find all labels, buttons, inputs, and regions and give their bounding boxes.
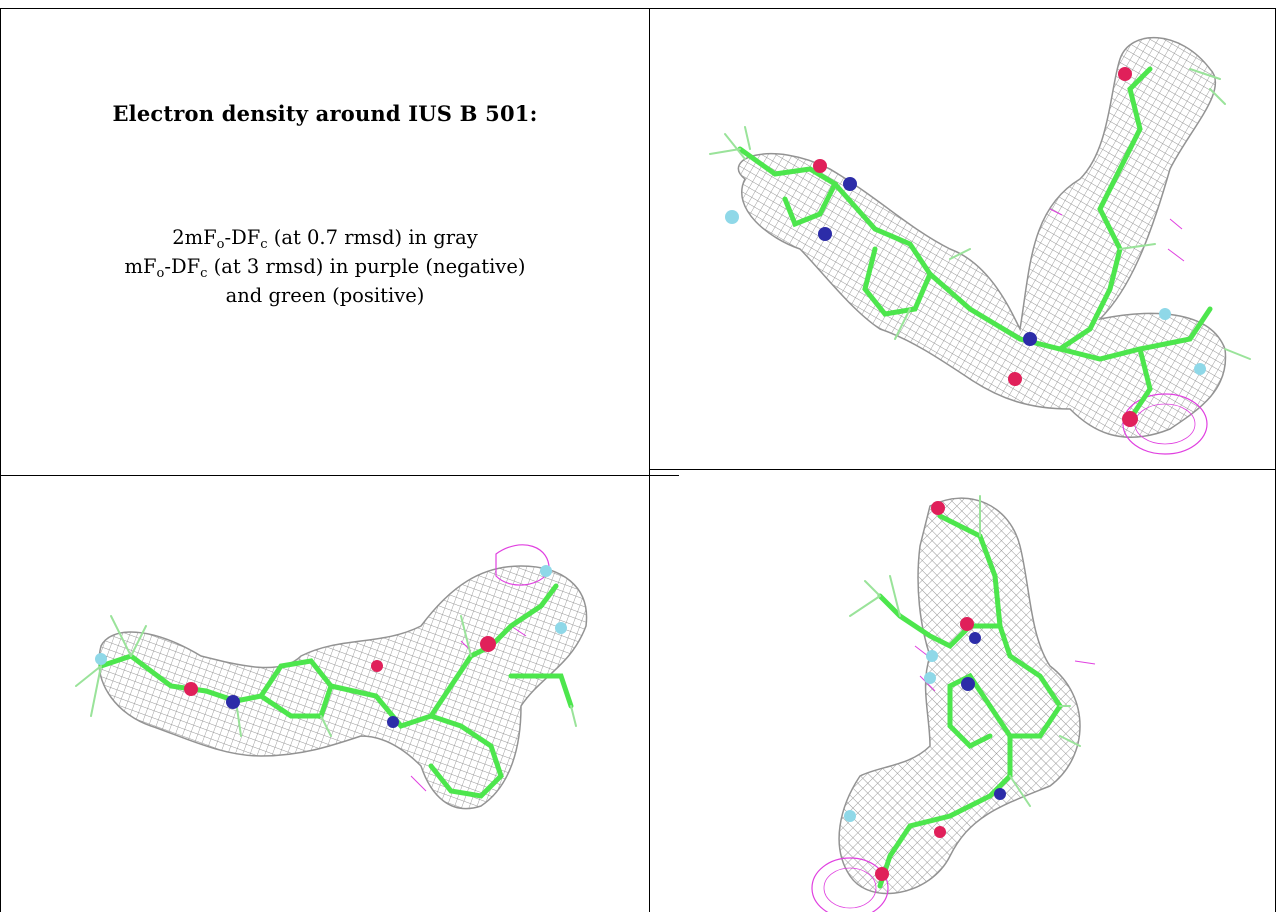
atoms	[844, 501, 1006, 881]
caption-line-mfo: mFo-DFc (at 3 rmsd) in purple (negative)	[124, 255, 526, 281]
table-divider-horizontal-right	[649, 469, 1276, 470]
caption-line-2mfo: 2mFo-DFc (at 0.7 rmsd) in gray	[172, 226, 478, 252]
ligand-bonds	[737, 66, 1213, 422]
atoms	[95, 565, 567, 728]
ligand-hydrogens	[709, 68, 1251, 360]
density-view-top-right	[650, 9, 1275, 469]
ligand-hydrogens	[849, 495, 1081, 807]
negative-density-blob	[811, 645, 1096, 912]
density-view-bottom-right	[650, 476, 1275, 912]
molecule-render	[75, 544, 588, 810]
negative-density-blob	[1049, 208, 1208, 455]
ligand-hydrogens	[75, 615, 577, 737]
table-border-top	[0, 8, 1276, 9]
density-mesh	[737, 37, 1227, 438]
atoms	[725, 67, 1206, 427]
table-divider-horizontal-stub	[649, 475, 679, 476]
legend-cell: Electron density around IUS B 501: 2mFo-…	[1, 9, 649, 475]
figure-caption: 2mFo-DFc (at 0.7 rmsd) in gray mFo-DFc (…	[1, 223, 649, 310]
table-border-left	[0, 8, 1, 912]
density-view-bottom-left	[1, 476, 649, 912]
table-divider-horizontal-left	[0, 475, 649, 476]
molecule-render	[709, 37, 1251, 455]
table-divider-vertical	[649, 8, 650, 912]
figure-title: Electron density around IUS B 501:	[112, 101, 538, 126]
density-mesh	[838, 497, 1081, 895]
molecule-render	[811, 495, 1096, 912]
caption-line-positive: and green (positive)	[225, 284, 425, 307]
